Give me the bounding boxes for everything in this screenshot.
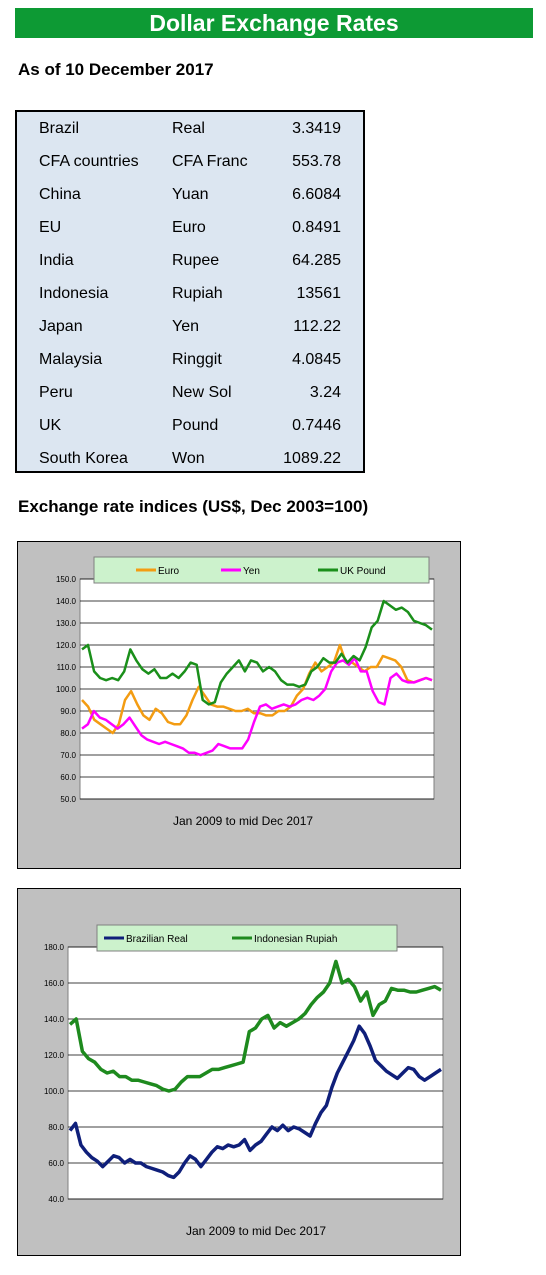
legend-label: Indonesian Rupiah (254, 934, 337, 945)
rate-currency: Real (172, 120, 205, 137)
y-tick-label: 60.0 (48, 1159, 64, 1168)
rate-row: Brazil Real 3.3419 (17, 112, 363, 145)
y-tick-label: 140.0 (56, 597, 77, 606)
y-tick-label: 60.0 (60, 773, 76, 782)
rate-row: China Yuan 6.6084 (17, 178, 363, 211)
x-axis-caption: Jan 2009 to mid Dec 2017 (173, 814, 313, 828)
y-tick-label: 180.0 (44, 943, 65, 952)
rate-country: Brazil (39, 120, 80, 137)
y-tick-label: 100.0 (56, 685, 77, 694)
y-tick-label: 160.0 (44, 979, 65, 988)
rate-currency: Rupee (172, 252, 220, 269)
chart-1: 50.0 60.0 70.0 80.0 90.0 100.0 110.0 120.0 130.0… (56, 556, 435, 828)
rate-value: 6.6084 (292, 186, 341, 203)
y-tick-label: 50.0 (60, 795, 76, 804)
exchange-rate-table: Brazil Real 3.3419 CFA countries CFA Franc 55… (15, 110, 365, 473)
series-line-indonesian-rupiah (68, 959, 442, 1093)
rate-country: CFA countries (39, 153, 139, 170)
chart-1-container: 50.0 60.0 70.0 80.0 90.0 100.0 110.0 120.0 130.0… (17, 541, 461, 869)
rate-currency: Rupiah (172, 285, 223, 302)
page-title: Dollar Exchange Rates (15, 8, 533, 38)
indices-title: Exchange rate indices (US$, Dec 2003=100… (18, 497, 369, 516)
rate-country: EU (39, 219, 62, 236)
rate-value: 1089.22 (283, 450, 341, 467)
rate-value: 13561 (296, 285, 342, 302)
y-tick-label: 100.0 (44, 1087, 65, 1096)
y-tick-label: 70.0 (60, 751, 76, 760)
rate-value: 0.8491 (292, 219, 341, 236)
rate-country: UK (39, 417, 62, 434)
chart-2: 40.0 60.0 80.0 100.0 120.0 140.0 160.0 180.0 Bra… (44, 924, 444, 1238)
y-tick-label: 120.0 (44, 1051, 65, 1060)
rate-value: 112.22 (293, 318, 341, 335)
legend-label: Brazilian Real (126, 934, 188, 945)
rate-row: India Rupee 64.285 (17, 244, 363, 277)
rate-currency: Pound (172, 417, 219, 434)
y-tick-label: 40.0 (48, 1195, 64, 1204)
rate-currency: Won (172, 450, 205, 467)
rate-currency: CFA Franc (172, 153, 248, 170)
y-tick-label: 120.0 (56, 641, 77, 650)
series-line-yen (81, 656, 433, 757)
rate-country: China (39, 186, 81, 203)
plot-area (67, 946, 444, 1200)
legend-label: Yen (243, 566, 260, 577)
series-line-uk-pound (81, 599, 433, 706)
rate-value: 3.3419 (292, 120, 341, 137)
x-axis-caption: Jan 2009 to mid Dec 2017 (186, 1224, 326, 1238)
y-tick-label: 90.0 (60, 707, 76, 716)
legend-label: Euro (158, 566, 180, 577)
rate-row: UK Pound 0.7446 (17, 409, 363, 442)
rate-value: 0.7446 (292, 417, 341, 434)
rate-row: EU Euro 0.8491 (17, 211, 363, 244)
rate-country: South Korea (39, 450, 128, 467)
rate-currency: Euro (172, 219, 206, 236)
rate-value: 64.285 (292, 252, 341, 269)
rate-country: Malaysia (39, 351, 103, 368)
y-tick-label: 80.0 (48, 1123, 64, 1132)
chart-2-container: 40.0 60.0 80.0 100.0 120.0 140.0 160.0 180.0 Bra… (17, 888, 461, 1256)
rate-currency: Yuan (172, 186, 209, 203)
rate-country: Japan (39, 318, 83, 335)
y-tick-label: 110.0 (57, 663, 77, 672)
rate-row: Peru New Sol 3.24 (17, 376, 363, 409)
rate-currency: Ringgit (172, 351, 222, 368)
rate-row: Indonesia Rupiah 13561 (17, 277, 363, 310)
rate-value: 3.24 (309, 384, 341, 401)
y-tick-label: 80.0 (60, 729, 76, 738)
rate-country: Indonesia (39, 285, 109, 302)
rate-row: CFA countries CFA Franc 553.78 (17, 145, 363, 178)
y-tick-label: 140.0 (44, 1015, 65, 1024)
rate-country: Peru (39, 384, 73, 401)
y-tick-label: 150.0 (56, 575, 77, 584)
rate-currency: Yen (172, 318, 199, 335)
rate-country: India (39, 252, 74, 269)
rate-currency: New Sol (172, 384, 232, 401)
series-line-brazilian-real (68, 1024, 442, 1180)
rate-row: Malaysia Ringgit 4.0845 (17, 343, 363, 376)
rate-row: South Korea Won 1089.22 (17, 442, 363, 475)
legend-label: UK Pound (340, 566, 386, 577)
y-tick-label: 130.0 (56, 619, 77, 628)
rate-value: 4.0845 (292, 351, 341, 368)
rate-row: Japan Yen 112.22 (17, 310, 363, 343)
as-of-date: As of 10 December 2017 (18, 60, 214, 79)
rate-value: 553.78 (292, 153, 341, 170)
